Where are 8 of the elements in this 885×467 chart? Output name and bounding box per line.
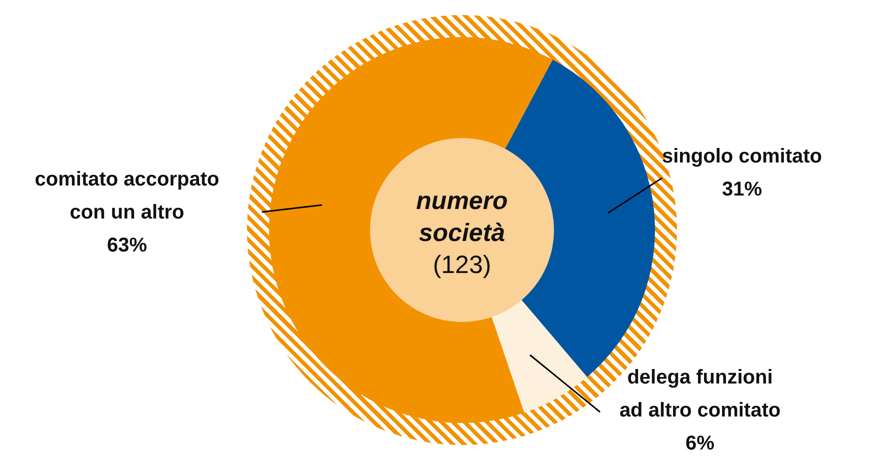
data-label: 6%	[686, 432, 715, 455]
text: (123)	[432, 250, 492, 281]
slice-label: singolo comitato	[662, 146, 822, 168]
data-label: 31%	[722, 178, 762, 201]
slice-label: comitato accorpato con un altro	[34, 168, 220, 224]
text: numero società	[415, 186, 509, 249]
slice-label: delega funzioni ad altro comitato	[619, 366, 781, 422]
data-label: 63%	[106, 234, 148, 257]
